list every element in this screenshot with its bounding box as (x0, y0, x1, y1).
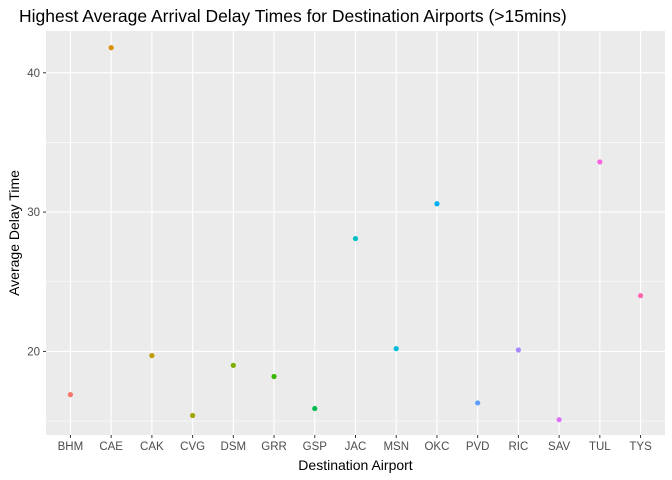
y-axis: 20 30 40 (27, 68, 46, 358)
data-point-tul (597, 159, 603, 165)
x-tick-label: GRR (261, 441, 287, 453)
x-tick-label: CAE (99, 441, 123, 453)
data-point-cvg (190, 412, 196, 419)
x-tick-label: TYS (629, 441, 652, 453)
x-axis-title: Destination Airport (298, 457, 413, 473)
x-tick-label: CVG (180, 441, 205, 453)
y-tick-label: 20 (27, 346, 40, 358)
x-tick-label: DSM (221, 441, 247, 453)
data-point-bhm (67, 392, 74, 398)
x-tick-label: JAC (345, 441, 367, 453)
x-axis: BHM CAE CAK CVG DSM GRR GSP JAC MSN OKC PVD RIC SAV T… (58, 435, 652, 453)
x-tick-label: RIC (508, 441, 528, 453)
x-tick-label: PVD (466, 441, 490, 453)
data-point-msn (393, 346, 399, 352)
data-point-okc (434, 201, 440, 207)
x-tick-label: TUL (589, 441, 611, 453)
y-tick-label: 40 (27, 68, 40, 80)
x-tick-label: BHM (58, 441, 84, 453)
y-tick-label: 30 (27, 207, 40, 219)
data-point-ric (515, 347, 521, 353)
data-point-cak (149, 352, 155, 359)
x-tick-label: SAV (548, 441, 570, 453)
data-point-dsm (230, 362, 236, 368)
data-point-jac (352, 235, 359, 242)
data-point-sav (556, 417, 562, 423)
x-tick-label: MSN (383, 441, 409, 453)
data-point-grr (271, 373, 277, 380)
x-tick-label: GSP (303, 441, 328, 453)
x-tick-label: OKC (424, 441, 449, 453)
data-point-tys (637, 293, 644, 299)
major-gridlines (46, 31, 665, 435)
data-point-pvd (475, 400, 481, 406)
data-point-cae (108, 45, 114, 51)
x-tick-label: CAK (140, 441, 164, 453)
y-axis-title: Average Delay Time (6, 170, 22, 296)
data-points (67, 45, 644, 423)
data-point-gsp (312, 405, 318, 412)
chart-title: Highest Average Arrival Delay Times for … (19, 6, 567, 26)
